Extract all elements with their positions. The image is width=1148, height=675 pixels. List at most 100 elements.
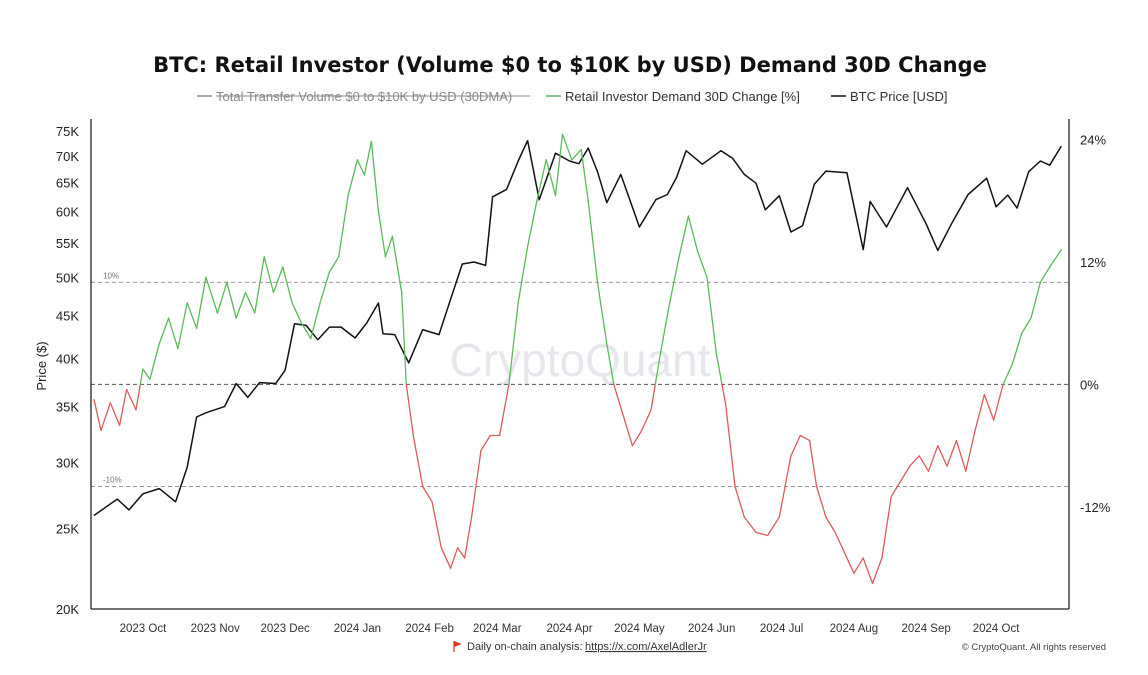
demand-segment-negative — [881, 496, 892, 559]
demand-segment-negative — [440, 547, 452, 569]
demand-segment-negative — [743, 516, 757, 534]
demand-segment-positive — [517, 245, 529, 304]
x-tick-label: 2024 Oct — [973, 623, 1020, 635]
demand-segment-negative — [993, 383, 1004, 421]
demand-segment-negative — [412, 434, 424, 488]
demand-segment-negative — [778, 455, 792, 518]
reference-line-label: 10% — [103, 271, 119, 280]
demand-segment-positive — [291, 302, 303, 324]
x-tick-label: 2024 Jan — [334, 623, 381, 635]
demand-segment-negative — [463, 516, 473, 559]
demand-segment-negative — [899, 465, 911, 483]
demand-segment-negative — [909, 455, 920, 467]
demand-segment-negative — [125, 388, 137, 411]
demand-segment-negative — [480, 434, 491, 452]
right-axis: 24% 12% 0% -12% — [1068, 119, 1111, 609]
demand-segment-positive — [545, 159, 557, 197]
legend-label-demand[interactable]: Retail Investor Demand 30D Change [%] — [565, 89, 800, 104]
demand-segment-positive — [356, 159, 366, 176]
demand-segment-positive — [669, 256, 680, 304]
demand-segment-negative — [815, 485, 827, 518]
demand-segment-positive — [678, 215, 690, 258]
demand-segment-positive — [244, 291, 256, 314]
demand-segment-negative — [734, 485, 745, 518]
copyright: © CryptoQuant. All rights reserved — [962, 642, 1106, 653]
right-tick-label: -12% — [1080, 500, 1111, 515]
demand-segment-negative — [808, 439, 818, 488]
demand-segment-positive — [554, 133, 564, 197]
demand-segment-negative — [498, 383, 510, 437]
right-tick-label: 24% — [1080, 132, 1106, 147]
x-tick-label: 2024 Feb — [405, 623, 454, 635]
footer-link[interactable]: https://x.com/AxelAdlerJr — [585, 641, 707, 653]
demand-segment-negative — [470, 450, 482, 518]
demand-segment-negative — [766, 516, 780, 537]
btc-price-line — [93, 139, 1062, 517]
demand-segment-positive — [216, 281, 228, 314]
x-tick-label: 2024 Mar — [473, 623, 522, 635]
demand-segment-positive — [363, 140, 373, 176]
left-tick-label: 20K — [56, 602, 79, 617]
demand-segment-negative — [890, 480, 902, 498]
demand-segment-negative — [755, 531, 769, 537]
demand-segment-negative — [799, 434, 811, 442]
demand-segment-negative — [974, 393, 986, 432]
demand-segment-negative — [622, 414, 634, 447]
chart-title: BTC: Retail Investor (Volume $0 to $10K … — [153, 53, 987, 77]
demand-segment-positive — [310, 302, 321, 340]
left-tick-label: 60K — [56, 205, 79, 220]
x-tick-label: 2024 May — [614, 623, 665, 635]
demand-segment-negative — [918, 455, 930, 472]
demand-segment-positive — [300, 322, 312, 340]
demand-segment-positive — [654, 353, 662, 386]
demand-segment-negative — [641, 409, 652, 432]
demand-segment-negative — [118, 388, 128, 426]
series — [93, 133, 1062, 585]
left-tick-label: 70K — [56, 149, 79, 164]
demand-segment-positive — [401, 291, 407, 386]
demand-segment-positive — [272, 266, 284, 294]
footer: Daily on-chain analysis: https://x.com/A… — [453, 641, 1106, 653]
x-tick-label: 2023 Oct — [120, 623, 167, 635]
demand-segment-positive — [1049, 249, 1062, 268]
demand-segment-positive — [536, 159, 547, 202]
left-tick-label: 50K — [56, 271, 79, 286]
demand-segment-negative — [965, 429, 976, 472]
x-tick-label: 2024 Jun — [688, 623, 735, 635]
demand-segment-positive — [139, 368, 144, 386]
demand-segment-negative — [431, 501, 442, 549]
demand-segment-negative — [983, 393, 995, 421]
demand-segment-positive — [377, 210, 387, 258]
demand-segment-positive — [195, 276, 207, 329]
demand-segment-positive — [319, 271, 331, 304]
demand-segment-positive — [561, 133, 573, 161]
demand-segment-negative — [631, 429, 643, 447]
legend-label-price[interactable]: BTC Price [USD] — [850, 89, 948, 104]
demand-segment-negative — [721, 383, 727, 406]
demand-segment-positive — [606, 342, 615, 386]
demand-segment-negative — [927, 445, 939, 472]
left-tick-label: 35K — [56, 400, 79, 415]
demand-segment-negative — [946, 439, 958, 467]
demand-segment-positive — [596, 281, 608, 345]
demand-segment-negative — [955, 439, 967, 472]
demand-segment-positive — [1011, 332, 1023, 365]
demand-segment-positive — [384, 235, 394, 258]
demand-segment-negative — [422, 485, 433, 503]
demand-segment-positive — [328, 256, 340, 273]
reference-lines: 10% -10% — [91, 271, 1069, 487]
demand-segment-positive — [158, 317, 170, 345]
demand-segment-positive — [177, 302, 188, 350]
left-tick-label: 45K — [56, 309, 79, 324]
demand-segment-negative — [456, 547, 466, 559]
demand-segment-negative — [937, 445, 948, 467]
demand-segment-negative — [405, 383, 414, 437]
x-axis: 2023 Oct 2023 Nov 2023 Dec 2024 Jan 2024 Feb… — [91, 608, 1069, 635]
demand-segment-positive — [347, 159, 359, 197]
legend[interactable]: Total Transfer Volume $0 to $10K by USD … — [197, 89, 948, 104]
demand-segment-positive — [697, 251, 708, 278]
demand-segment-negative — [843, 552, 855, 574]
x-tick-label: 2024 Aug — [830, 623, 879, 635]
flag-icon — [453, 641, 462, 652]
